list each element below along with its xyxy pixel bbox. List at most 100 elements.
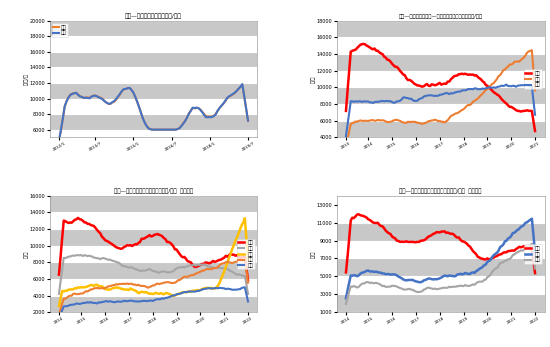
主力	[168, 128, 175, 132]
Bar	[337, 205, 544, 223]
一级	[395, 239, 402, 243]
Line: 山西: 山西	[59, 255, 248, 294]
主力	[229, 92, 236, 96]
好枣	[448, 91, 454, 95]
主力	[92, 94, 98, 98]
差枣	[449, 76, 456, 80]
河北	[207, 261, 213, 265]
河北	[97, 231, 103, 235]
新疆	[238, 286, 245, 290]
陕西	[95, 284, 102, 288]
甘肃	[161, 281, 167, 285]
差枣	[527, 109, 534, 113]
山西	[245, 292, 251, 296]
二级	[382, 285, 389, 289]
新疆	[241, 285, 248, 289]
特级	[448, 274, 454, 278]
二级	[393, 285, 400, 289]
Bar	[50, 279, 257, 296]
Bar	[337, 104, 544, 121]
河北	[75, 216, 81, 220]
Y-axis label: 元/吨: 元/吨	[310, 75, 315, 83]
好枣	[503, 83, 510, 87]
甘肃	[238, 258, 245, 262]
Bar	[50, 212, 257, 229]
主力	[56, 139, 62, 143]
近月	[229, 92, 236, 96]
甘肃	[56, 312, 62, 316]
特级	[525, 219, 532, 223]
陕西	[241, 216, 248, 220]
Bar	[337, 259, 544, 277]
Bar	[337, 121, 544, 137]
Bar	[337, 21, 544, 37]
Bar	[50, 52, 257, 67]
甘肃	[107, 284, 113, 288]
特级	[492, 252, 499, 256]
Bar	[50, 114, 257, 130]
Line: 甘肃: 甘肃	[59, 259, 248, 314]
Bar	[337, 87, 544, 104]
Y-axis label: 元/吨: 元/吨	[310, 250, 315, 258]
Line: 陕西: 陕西	[59, 218, 248, 306]
好枣	[473, 86, 480, 91]
Bar	[337, 54, 544, 71]
一级	[343, 270, 349, 274]
中枣	[525, 49, 532, 53]
Bar	[50, 99, 257, 114]
中枣	[382, 119, 389, 124]
二级	[525, 244, 532, 248]
Bar	[50, 83, 257, 99]
河北	[162, 237, 169, 241]
Bar	[337, 240, 544, 259]
主力	[235, 87, 242, 91]
Bar	[50, 229, 257, 246]
新疆	[56, 316, 62, 320]
山西	[108, 258, 115, 262]
Title: 红枣—各品级现货价格—各品级现货价格（单位：元/吨）: 红枣—各品级现货价格—各品级现货价格（单位：元/吨）	[398, 14, 482, 19]
好枣	[532, 113, 538, 117]
陕西	[245, 258, 251, 262]
山西	[188, 264, 194, 268]
Line: 特级: 特级	[346, 219, 535, 298]
陕西	[161, 292, 167, 296]
好枣	[382, 99, 389, 103]
Bar	[50, 21, 257, 36]
二级	[529, 242, 535, 246]
差枣	[343, 109, 349, 113]
Line: 好枣: 好枣	[346, 85, 535, 136]
Bar	[50, 36, 257, 52]
新疆	[107, 299, 113, 303]
Bar	[50, 246, 257, 262]
河北	[245, 278, 251, 282]
Bar	[50, 67, 257, 83]
二级	[473, 281, 480, 285]
特级	[473, 269, 480, 273]
Line: 新疆: 新疆	[59, 287, 248, 318]
特级	[382, 272, 389, 276]
主力	[100, 98, 106, 102]
河北	[240, 255, 246, 259]
差枣	[493, 92, 500, 96]
中枣	[492, 79, 499, 83]
甘肃	[241, 257, 248, 261]
甘肃	[95, 286, 102, 290]
河北	[108, 242, 115, 246]
近月	[235, 87, 242, 91]
Line: 二级: 二级	[346, 244, 535, 304]
一级	[475, 255, 481, 259]
Legend: 河北, 山西, 陕西, 甘肃, 新疆: 河北, 山西, 陕西, 甘肃, 新疆	[236, 239, 255, 269]
中枣	[393, 118, 400, 122]
陕西	[238, 223, 245, 227]
Bar	[337, 294, 544, 312]
山西	[56, 292, 62, 296]
Line: 中枣: 中枣	[346, 50, 535, 148]
差枣	[384, 58, 390, 62]
甘肃	[245, 281, 251, 285]
Bar	[50, 262, 257, 279]
新疆	[161, 297, 167, 301]
Bar	[337, 71, 544, 87]
近月	[239, 83, 246, 87]
Title: 红枣—郑商所期货收盘价（元/吨）: 红枣—郑商所期货收盘价（元/吨）	[125, 14, 182, 19]
主力	[245, 118, 251, 122]
